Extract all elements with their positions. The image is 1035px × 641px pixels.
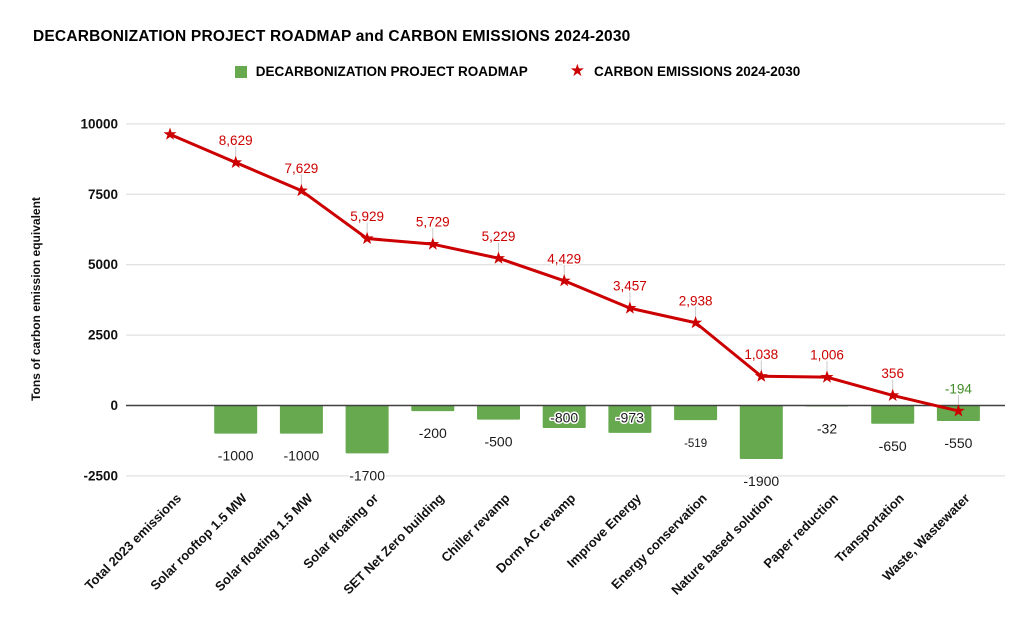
bar-value-label: -800 bbox=[550, 410, 578, 426]
y-tick-label: 7500 bbox=[88, 187, 118, 202]
star-marker bbox=[689, 316, 703, 329]
bar-value-label: -1700 bbox=[349, 467, 385, 483]
bar bbox=[411, 405, 455, 412]
bar-value-label: -650 bbox=[879, 438, 907, 454]
data-label: 1,006 bbox=[810, 348, 844, 363]
data-label: 8,629 bbox=[219, 133, 253, 148]
star-marker bbox=[294, 183, 308, 197]
bar bbox=[477, 405, 520, 420]
chart-legend: DECARBONIZATION PROJECT ROADMAP ★ CARBON… bbox=[0, 60, 1035, 80]
y-axis-title: Tons of carbon emission equivalent bbox=[29, 197, 43, 401]
star-marker bbox=[820, 370, 834, 383]
bar-value-label: -1000 bbox=[283, 448, 319, 464]
bar bbox=[608, 405, 652, 433]
star-marker bbox=[360, 231, 374, 244]
star-marker bbox=[557, 274, 571, 287]
data-label: 356 bbox=[881, 366, 904, 381]
y-tick-label: 10000 bbox=[80, 116, 118, 131]
bar-value-label: -32 bbox=[817, 420, 837, 436]
legend-item-emissions: ★ CARBON EMISSIONS 2024-2030 bbox=[569, 60, 801, 80]
data-label: 4,429 bbox=[547, 251, 581, 266]
bar bbox=[214, 405, 258, 434]
y-tick-label: 2500 bbox=[88, 328, 118, 343]
bar-value-label: -1900 bbox=[743, 473, 779, 489]
star-marker bbox=[426, 237, 440, 250]
bar-value-label: -500 bbox=[484, 434, 512, 450]
y-tick-label: -2500 bbox=[83, 468, 118, 483]
bar bbox=[739, 405, 783, 460]
bar-value-label: -1000 bbox=[218, 448, 254, 464]
bar bbox=[674, 405, 718, 421]
star-marker bbox=[163, 127, 177, 140]
legend-emissions-label: CARBON EMISSIONS 2024-2030 bbox=[593, 64, 801, 79]
star-marker bbox=[623, 301, 637, 314]
bar-value-label: -519 bbox=[684, 438, 707, 450]
star-marker bbox=[886, 388, 900, 401]
legend-roadmap-label: DECARBONIZATION PROJECT ROADMAP bbox=[255, 64, 528, 79]
chart-title: DECARBONIZATION PROJECT ROADMAP and CARB… bbox=[33, 28, 631, 45]
data-label: 1,038 bbox=[744, 347, 778, 362]
bar bbox=[542, 405, 586, 429]
data-label: 5,729 bbox=[416, 215, 450, 230]
bar-value-label: -550 bbox=[944, 435, 972, 451]
y-tick-label: 5000 bbox=[88, 257, 118, 272]
data-label: 2,938 bbox=[679, 293, 713, 308]
star-marker bbox=[229, 155, 243, 168]
legend-star-icon: ★ bbox=[569, 60, 585, 80]
bar-value-label: -973 bbox=[616, 410, 644, 426]
data-label: 7,629 bbox=[285, 161, 319, 176]
bar-value-label: -200 bbox=[419, 425, 447, 441]
bar bbox=[871, 405, 915, 424]
data-label: 5,229 bbox=[482, 229, 516, 244]
data-label: -194 bbox=[945, 381, 973, 396]
bar bbox=[345, 405, 389, 454]
star-marker bbox=[754, 369, 768, 382]
x-category-label: Chiller revamp bbox=[438, 490, 513, 565]
y-tick-label: 0 bbox=[110, 398, 118, 413]
data-label: 5,929 bbox=[350, 209, 384, 224]
legend-item-roadmap: DECARBONIZATION PROJECT ROADMAP bbox=[234, 64, 528, 79]
x-category-label: Transportation bbox=[832, 490, 907, 565]
bar bbox=[279, 405, 323, 434]
star-marker bbox=[492, 251, 505, 264]
data-label: 3,457 bbox=[613, 279, 647, 294]
star-marker bbox=[951, 404, 965, 417]
legend-square-icon bbox=[234, 65, 247, 78]
